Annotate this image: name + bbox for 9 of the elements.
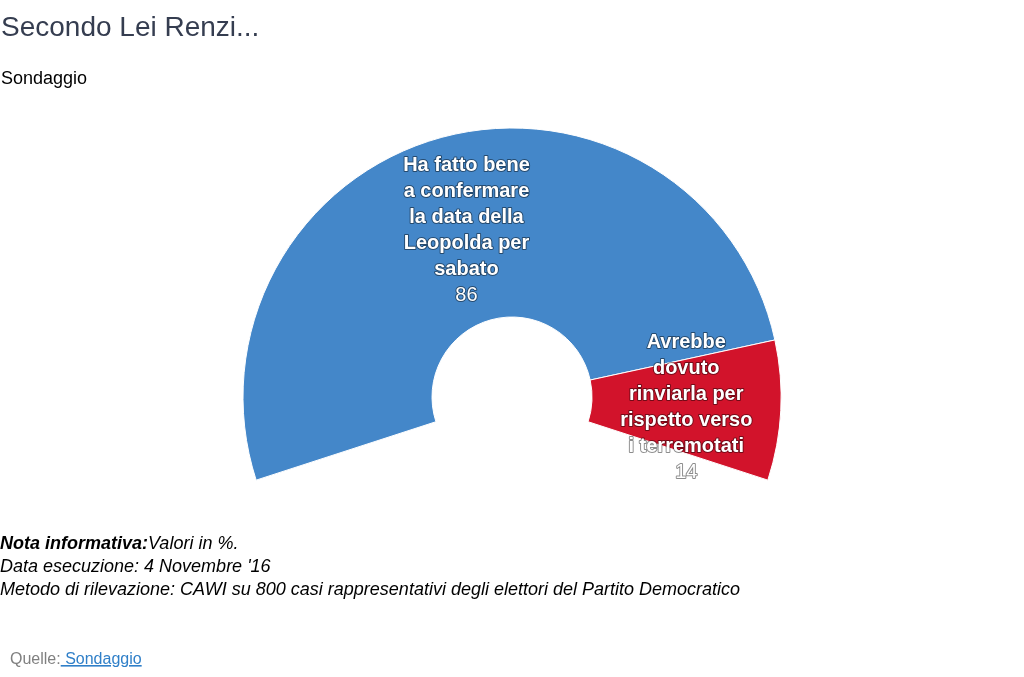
text: Sondaggio (1, 68, 88, 88)
data-label: 86 (455, 282, 478, 305)
text: Metodo di rilevazione: CAWI su 800 casi rappresentativi degli elettori del Partito Democratico (0, 579, 741, 599)
text: Data esecuzione: 4 Novembre '16 (0, 556, 272, 576)
source-note: Quelle: Sondaggio (10, 650, 142, 667)
chart-title: Secondo Lei Renzi... (1, 11, 260, 42)
data-label: 14 (675, 459, 698, 482)
slice-label: Ha fatto bene a confermare la data della Leopolda per sabato (403, 152, 530, 279)
text: Nota informativa:Valori in %. (0, 533, 239, 553)
